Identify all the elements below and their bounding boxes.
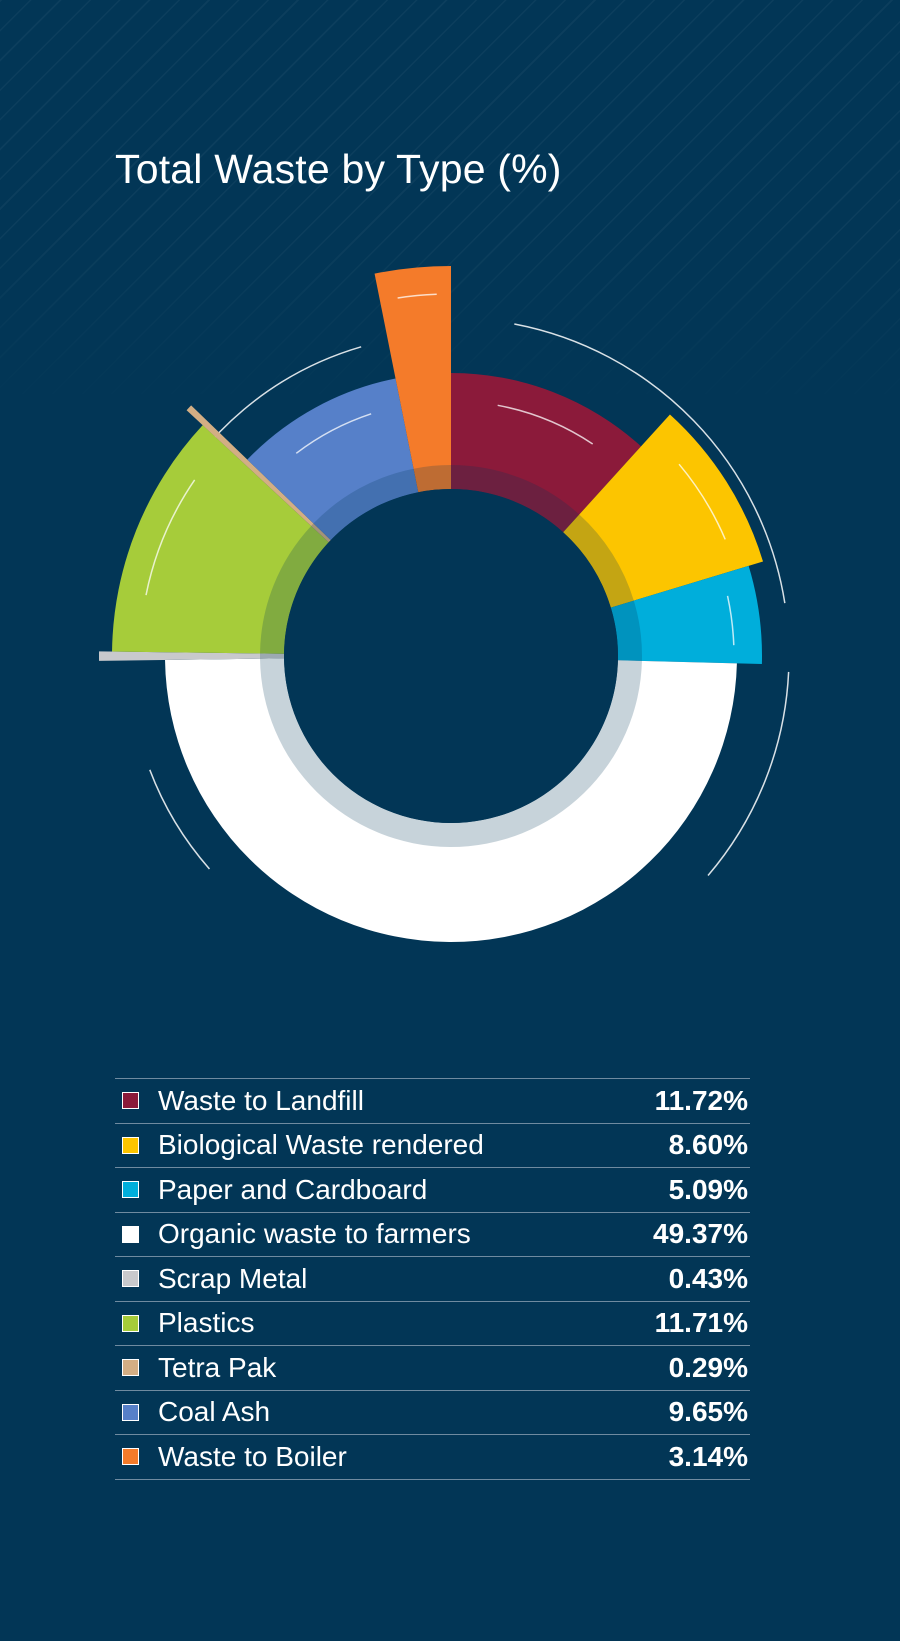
legend-swatch xyxy=(122,1403,139,1421)
legend-item-paper-and-cardboard: Paper and Cardboard 5.09% xyxy=(115,1168,750,1213)
legend-value: 11.72% xyxy=(654,1084,748,1116)
inner-ring-biological-waste-rendered xyxy=(563,514,634,608)
decorative-arc xyxy=(514,323,786,604)
legend-label: Plastics xyxy=(158,1307,255,1339)
legend-item-coal-ash: Coal Ash 9.65% xyxy=(115,1391,750,1435)
inner-ring-paper-and-cardboard xyxy=(610,600,642,661)
legend-label: Paper and Cardboard xyxy=(158,1173,428,1205)
highlight-waste-to-landfill xyxy=(497,404,594,445)
legend-value: 8.60% xyxy=(668,1129,748,1161)
highlight-waste-to-boiler xyxy=(397,293,437,299)
legend-swatch xyxy=(122,1359,139,1377)
wedge-waste-to-boiler xyxy=(374,266,451,493)
inner-ring-tetra-pak xyxy=(311,523,331,543)
legend-item-waste-to-boiler: Waste to Boiler 3.14% xyxy=(115,1435,750,1480)
decorative-arc xyxy=(149,769,211,870)
chart-wedges xyxy=(99,266,764,942)
legend-value: 49.37% xyxy=(653,1218,748,1250)
radial-pie-chart xyxy=(99,266,790,942)
highlight-coal-ash xyxy=(295,413,372,454)
highlight-plastics xyxy=(145,479,196,596)
legend-swatch xyxy=(122,1314,139,1332)
legend-swatch xyxy=(122,1270,139,1288)
legend-label: Waste to Landfill xyxy=(158,1084,364,1116)
legend-value: 5.09% xyxy=(668,1173,748,1205)
wedge-scrap-metal xyxy=(99,651,285,661)
highlight-paper-and-cardboard xyxy=(726,595,735,646)
legend-value: 0.43% xyxy=(668,1262,748,1294)
legend-swatch xyxy=(122,1225,139,1243)
legend-label: Waste to Boiler xyxy=(158,1440,347,1472)
legend-item-biological-waste-rendered: Biological Waste rendered 8.60% xyxy=(115,1124,750,1168)
legend-swatch xyxy=(122,1136,139,1154)
legend-label: Biological Waste rendered xyxy=(158,1129,484,1161)
decorative-arc xyxy=(707,671,790,876)
legend-item-waste-to-landfill: Waste to Landfill 11.72% xyxy=(115,1079,750,1124)
legend-label: Scrap Metal xyxy=(158,1262,308,1294)
inner-ring-plastics xyxy=(260,525,329,654)
chart-legend: Waste to Landfill 11.72% Biological Waste … xyxy=(115,1078,750,1480)
wedge-tetra-pak xyxy=(186,405,331,543)
highlight-biological-waste-rendered xyxy=(678,463,726,540)
legend-label: Organic waste to farmers xyxy=(158,1218,471,1250)
legend-item-scrap-metal: Scrap Metal 0.43% xyxy=(115,1257,750,1302)
legend-label: Tetra Pak xyxy=(158,1351,277,1383)
inner-ring-organic-waste-to-farmers xyxy=(260,658,642,848)
legend-swatch xyxy=(122,1181,139,1199)
legend-value: 0.29% xyxy=(668,1351,748,1383)
wedge-coal-ash xyxy=(247,378,419,541)
inner-ring-waste-to-landfill xyxy=(451,465,580,533)
legend-label: Coal Ash xyxy=(158,1396,271,1428)
inner-ring-scrap-metal xyxy=(260,653,285,659)
legend-value: 3.14% xyxy=(668,1440,748,1472)
legend-item-tetra-pak: Tetra Pak 0.29% xyxy=(115,1346,750,1391)
inner-ring-waste-to-boiler xyxy=(413,465,451,493)
wedge-waste-to-landfill xyxy=(451,373,642,533)
inner-ring xyxy=(260,465,642,848)
legend-swatch xyxy=(122,1448,139,1466)
legend-item-organic-waste-to-farmers: Organic waste to farmers 49.37% xyxy=(115,1213,750,1257)
wedge-biological-waste-rendered xyxy=(563,414,764,608)
chart-title: Total Waste by Type (%) xyxy=(115,146,562,192)
wedge-organic-waste-to-farmers xyxy=(165,658,737,942)
wedge-plastics xyxy=(112,425,329,654)
legend-value: 9.65% xyxy=(668,1396,748,1428)
legend-swatch xyxy=(122,1092,139,1110)
inner-ring-coal-ash xyxy=(313,468,419,541)
wedge-highlights xyxy=(145,293,735,646)
legend-item-plastics: Plastics 11.71% xyxy=(115,1302,750,1346)
legend-value: 11.71% xyxy=(654,1307,748,1339)
chart-center-hole xyxy=(284,489,618,823)
wedge-paper-and-cardboard xyxy=(610,565,762,665)
